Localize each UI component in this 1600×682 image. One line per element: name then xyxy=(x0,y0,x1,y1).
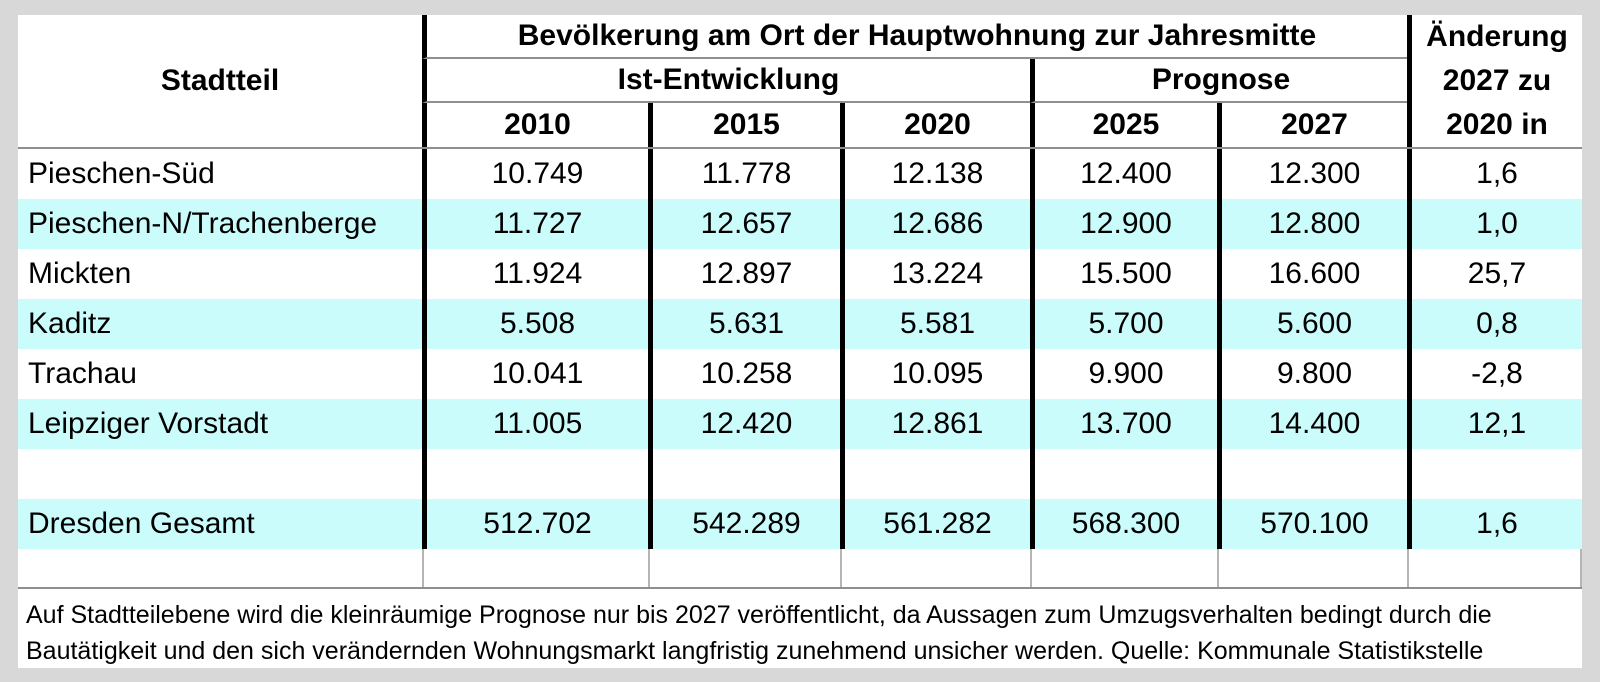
table-row-total: Dresden Gesamt 512.702 542.289 561.282 5… xyxy=(18,499,1582,549)
table-row: Kaditz 5.508 5.631 5.581 5.700 5.600 0,8 xyxy=(18,299,1582,349)
table-row: Leipziger Vorstadt 11.005 12.420 12.861 … xyxy=(18,399,1582,449)
blank-cell xyxy=(1217,549,1407,587)
cell-value: 5.508 xyxy=(422,299,648,349)
cell-value xyxy=(1030,449,1217,499)
cell-value: 512.702 xyxy=(422,499,648,549)
table-row-empty xyxy=(18,449,1582,499)
cell-value: 13.700 xyxy=(1030,399,1217,449)
cell-value: 5.581 xyxy=(840,299,1030,349)
blank-cell xyxy=(1030,549,1217,587)
cell-value xyxy=(422,449,648,499)
cell-value: 12.800 xyxy=(1217,199,1407,249)
table-header: Stadtteil Bevölkerung am Ort der Hauptwo… xyxy=(18,15,1582,149)
row-label: Pieschen-N/Trachenberge xyxy=(28,207,378,240)
cell-value: 12.657 xyxy=(648,199,840,249)
cell-value: 1,6 xyxy=(1407,149,1582,199)
table-row: Pieschen-N/Trachenberge 11.727 12.657 12… xyxy=(18,199,1582,249)
row-label: Mickten xyxy=(28,257,132,290)
group-header-ist-entwicklung: Ist-Entwicklung xyxy=(422,59,1030,103)
column-header-change: Änderung 2027 zu 2020 in xyxy=(1407,15,1582,147)
cell-value: 12.686 xyxy=(840,199,1030,249)
table-row-blank xyxy=(18,549,1582,589)
cell-value: 5.700 xyxy=(1030,299,1217,349)
column-header-stadtteil: Stadtteil xyxy=(160,64,280,97)
cell-value: -2,8 xyxy=(1407,349,1582,399)
group-header-prognose: Prognose xyxy=(1030,59,1407,103)
blank-cell xyxy=(1407,549,1582,587)
cell-value xyxy=(840,449,1030,499)
year-header-2027: 2027 xyxy=(1217,103,1407,147)
table-row: Trachau 10.041 10.258 10.095 9.900 9.800… xyxy=(18,349,1582,399)
cell-value: 11.778 xyxy=(648,149,840,199)
footnote-line: Auf Stadtteilebene wird die kleinräumige… xyxy=(26,601,1492,629)
cell-value: 11.924 xyxy=(422,249,648,299)
cell-value: 1,6 xyxy=(1407,499,1582,549)
row-label xyxy=(18,449,422,499)
cell-value: 10.041 xyxy=(422,349,648,399)
cell-value: 561.282 xyxy=(840,499,1030,549)
cell-value: 12,1 xyxy=(1407,399,1582,449)
cell-value: 9.800 xyxy=(1217,349,1407,399)
change-header-line: Änderung xyxy=(1426,20,1568,53)
source-footnote: Auf Stadtteilebene wird die kleinräumige… xyxy=(18,589,1582,670)
cell-value xyxy=(1217,449,1407,499)
cell-value: 12.138 xyxy=(840,149,1030,199)
blank-cell xyxy=(648,549,840,587)
cell-value: 13.224 xyxy=(840,249,1030,299)
cell-value: 12.420 xyxy=(648,399,840,449)
table-row: Pieschen-Süd 10.749 11.778 12.138 12.400… xyxy=(18,149,1582,199)
blank-cell xyxy=(422,549,648,587)
cell-value: 1,0 xyxy=(1407,199,1582,249)
year-header-2025: 2025 xyxy=(1030,103,1217,147)
row-label: Leipziger Vorstadt xyxy=(28,407,269,440)
cell-value: 10.258 xyxy=(648,349,840,399)
row-label: Trachau xyxy=(28,357,137,390)
cell-value: 10.095 xyxy=(840,349,1030,399)
table-row: Mickten 11.924 12.897 13.224 15.500 16.6… xyxy=(18,249,1582,299)
cell-value: 11.727 xyxy=(422,199,648,249)
change-header-line: 2020 in xyxy=(1446,108,1548,141)
cell-value: 14.400 xyxy=(1217,399,1407,449)
cell-value: 16.600 xyxy=(1217,249,1407,299)
row-label: Dresden Gesamt xyxy=(28,507,255,540)
cell-value xyxy=(1407,449,1582,499)
cell-value: 11.005 xyxy=(422,399,648,449)
cell-value: 12.400 xyxy=(1030,149,1217,199)
cell-value: 12.900 xyxy=(1030,199,1217,249)
cell-value: 570.100 xyxy=(1217,499,1407,549)
blank-cell xyxy=(18,549,422,587)
cell-value: 0,8 xyxy=(1407,299,1582,349)
cell-value: 5.631 xyxy=(648,299,840,349)
change-header-line: 2027 zu xyxy=(1442,64,1552,97)
cell-value: 10.749 xyxy=(422,149,648,199)
year-header-2015: 2015 xyxy=(648,103,840,147)
year-header-2020: 2020 xyxy=(840,103,1030,147)
cell-value: 15.500 xyxy=(1030,249,1217,299)
cell-value: 12.861 xyxy=(840,399,1030,449)
cell-value: 12.897 xyxy=(648,249,840,299)
footnote-line: Bautätigkeit und den sich verändernden W… xyxy=(26,637,1484,665)
cell-value: 9.900 xyxy=(1030,349,1217,399)
row-label: Pieschen-Süd xyxy=(28,157,215,190)
cell-value: 568.300 xyxy=(1030,499,1217,549)
row-label: Kaditz xyxy=(28,307,112,340)
cell-value xyxy=(648,449,840,499)
cell-value: 12.300 xyxy=(1217,149,1407,199)
cell-value: 542.289 xyxy=(648,499,840,549)
table-title: Bevölkerung am Ort der Hauptwohnung zur … xyxy=(422,15,1407,59)
year-header-2010: 2010 xyxy=(422,103,648,147)
cell-value: 5.600 xyxy=(1217,299,1407,349)
cell-value: 25,7 xyxy=(1407,249,1582,299)
population-table-sheet: Stadtteil Bevölkerung am Ort der Hauptwo… xyxy=(18,15,1582,668)
blank-cell xyxy=(840,549,1030,587)
